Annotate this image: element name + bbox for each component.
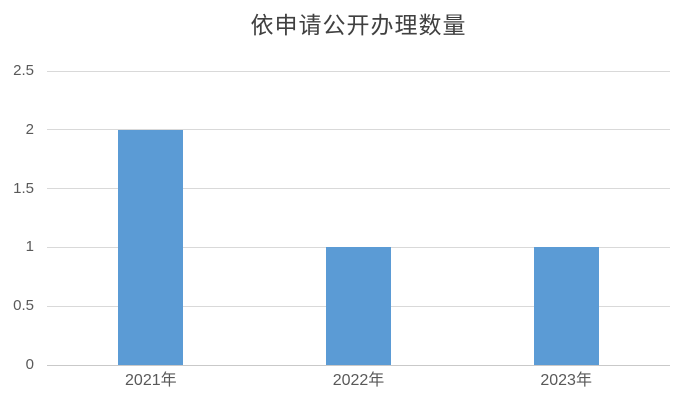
x-axis-line: [47, 365, 670, 366]
gridline: [47, 129, 670, 131]
x-tick-label: 2021年: [125, 372, 177, 389]
y-tick-label: 1.5: [13, 179, 34, 197]
gridline: [47, 188, 670, 190]
y-tick-label: 2: [25, 120, 34, 138]
gridline: [47, 70, 670, 72]
chart-title: 依申请公开办理数量: [250, 13, 467, 39]
x-tick-label: 2022年: [332, 372, 385, 389]
bar-2022年: [326, 247, 391, 365]
bar-2021年: [118, 129, 184, 365]
y-tick-label: 2.5: [13, 62, 34, 79]
x-tick-label: 2023年: [540, 372, 592, 389]
y-tick-label: 0: [25, 356, 34, 373]
gridline: [47, 246, 670, 248]
plot-area: [47, 70, 670, 366]
y-tick-label: 0.5: [13, 297, 34, 315]
y-tick-label: 1: [25, 238, 34, 256]
bar-2023年: [533, 247, 599, 365]
